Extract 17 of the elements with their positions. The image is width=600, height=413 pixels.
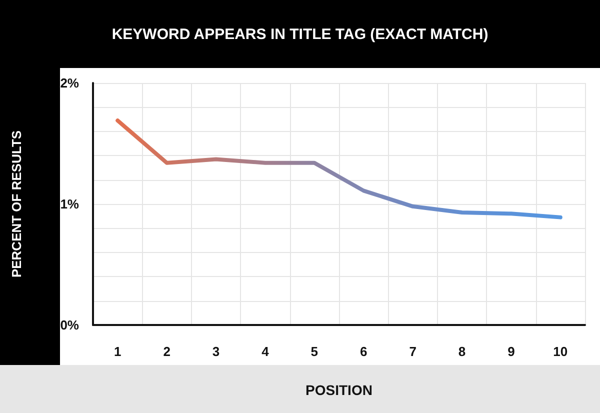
chart-title: KEYWORD APPEARS IN TITLE TAG (EXACT MATCH): [112, 26, 488, 43]
x-tick-label: 3: [212, 344, 220, 359]
y-axis-title: PERCENT OF RESULTS: [9, 130, 24, 278]
x-tick-label: 9: [508, 344, 515, 359]
x-axis-title: POSITION: [306, 382, 372, 398]
x-tick-label: 4: [262, 344, 270, 359]
x-tick-label: 5: [310, 344, 318, 359]
x-tick-label: 10: [553, 344, 568, 359]
x-tick-label: 2: [163, 344, 170, 359]
y-tick-label: 0%: [60, 318, 80, 332]
x-tick-label: 6: [360, 344, 368, 359]
y-tick-label: 2%: [60, 76, 80, 90]
x-tick-label: 8: [458, 344, 466, 359]
x-tick-label: 1: [114, 344, 122, 359]
x-tick-label: 7: [409, 344, 416, 359]
y-tick-label: 1%: [60, 196, 80, 212]
line-series: [116, 118, 562, 220]
